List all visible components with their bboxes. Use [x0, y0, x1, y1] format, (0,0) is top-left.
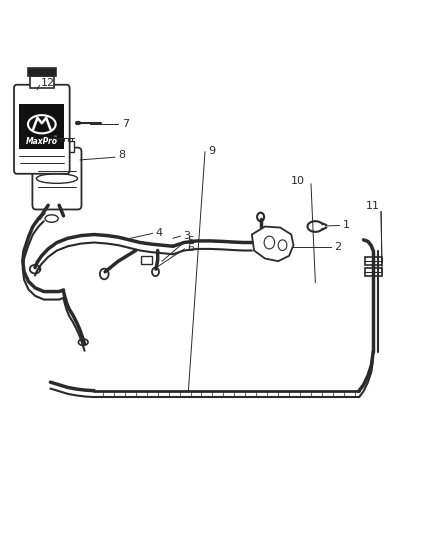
Text: 3: 3 [183, 231, 190, 240]
Text: MaxPro: MaxPro [26, 136, 58, 146]
Bar [141, 256, 152, 264]
Polygon shape [252, 227, 293, 261]
Text: 10: 10 [291, 176, 305, 186]
Ellipse shape [28, 115, 56, 133]
FancyBboxPatch shape [14, 85, 70, 174]
Text: 2: 2 [334, 242, 341, 252]
Bar [365, 268, 382, 276]
Text: 7: 7 [122, 119, 129, 128]
Text: 9: 9 [208, 146, 215, 156]
Ellipse shape [78, 339, 88, 345]
Bar [365, 257, 382, 265]
FancyBboxPatch shape [32, 148, 81, 209]
Text: 12: 12 [41, 78, 55, 88]
Ellipse shape [45, 215, 58, 222]
Text: 11: 11 [366, 201, 380, 211]
Text: 4: 4 [155, 228, 162, 238]
Bar [30, 76, 54, 88]
Text: ™: ™ [53, 135, 57, 140]
Text: 5: 5 [187, 236, 194, 246]
Bar [19, 104, 64, 149]
Bar [40, 141, 74, 152]
Text: 8: 8 [118, 150, 125, 159]
Text: 6: 6 [187, 243, 194, 253]
Bar [28, 68, 56, 76]
Text: 1: 1 [343, 221, 350, 230]
